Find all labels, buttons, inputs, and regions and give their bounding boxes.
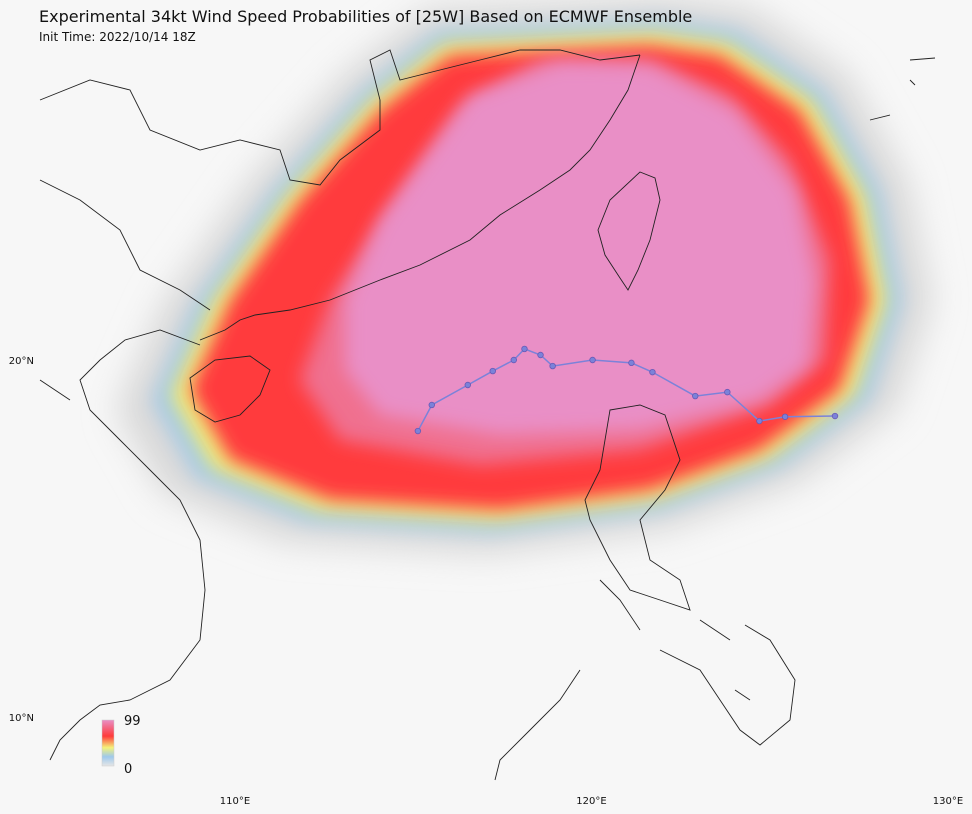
coast-visayas: [494, 57, 936, 781]
colorbar: [101, 719, 115, 767]
colorbar-min: 0: [124, 762, 132, 777]
lon-tick-label: 130°E: [933, 796, 963, 807]
map-subtitle: Init Time: 2022/10/14 18Z: [39, 30, 196, 44]
lat-tick-label: 10°N: [9, 713, 34, 724]
coast-vietnam: [39, 329, 206, 761]
map-title: Experimental 34kt Wind Speed Probabiliti…: [39, 7, 692, 26]
track-point: [510, 356, 517, 364]
track-point: [521, 345, 528, 353]
probability-field: [116, 0, 933, 555]
coast-taiwan: [597, 171, 661, 291]
track-point: [549, 362, 556, 370]
track-point: [781, 413, 789, 420]
coast-luzon: [584, 404, 691, 611]
lon-tick-label: 110°E: [220, 796, 250, 807]
track-point: [589, 356, 596, 364]
track-point: [414, 427, 422, 435]
coast-china: [39, 49, 641, 341]
coast-hainan: [189, 355, 271, 423]
track-point: [464, 381, 471, 389]
track-point: [756, 417, 763, 425]
track-point: [428, 401, 435, 409]
track-point: [628, 359, 635, 367]
track-point: [489, 367, 496, 375]
track-point: [692, 392, 699, 400]
coastlines: [39, 49, 936, 781]
track-point: [831, 412, 839, 420]
field-pink: [345, 62, 815, 435]
colorbar-max: 99: [124, 714, 141, 729]
lat-tick-label: 20°N: [9, 356, 34, 367]
track-point: [649, 368, 656, 376]
track-point: [537, 351, 544, 359]
track-point: [724, 388, 731, 396]
storm-track: [417, 348, 836, 432]
lon-tick-label: 120°E: [576, 796, 606, 807]
